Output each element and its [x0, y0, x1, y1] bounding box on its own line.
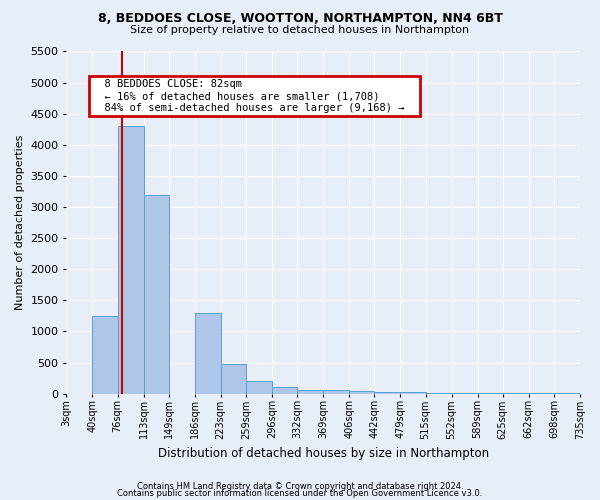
Bar — [272, 387, 297, 394]
Text: Contains HM Land Registry data © Crown copyright and database right 2024.: Contains HM Land Registry data © Crown c… — [137, 482, 463, 491]
Bar — [297, 390, 323, 394]
Bar — [478, 393, 503, 394]
X-axis label: Distribution of detached houses by size in Northampton: Distribution of detached houses by size … — [158, 447, 489, 460]
Text: 8 BEDDOES CLOSE: 82sqm  
  ← 16% of detached houses are smaller (1,708)  
  84% : 8 BEDDOES CLOSE: 82sqm ← 16% of detached… — [92, 80, 417, 112]
Bar — [118, 126, 143, 394]
Text: 8, BEDDOES CLOSE, WOOTTON, NORTHAMPTON, NN4 6BT: 8, BEDDOES CLOSE, WOOTTON, NORTHAMPTON, … — [98, 12, 502, 26]
Bar — [323, 390, 349, 394]
Text: Size of property relative to detached houses in Northampton: Size of property relative to detached ho… — [130, 25, 470, 35]
Bar — [195, 312, 221, 394]
Bar — [143, 194, 169, 394]
Bar — [221, 364, 246, 394]
Text: Contains public sector information licensed under the Open Government Licence v3: Contains public sector information licen… — [118, 489, 482, 498]
Bar — [400, 392, 425, 394]
Bar — [452, 393, 478, 394]
Bar — [425, 392, 452, 394]
Bar — [374, 392, 400, 394]
Bar — [349, 390, 374, 394]
Bar — [92, 316, 118, 394]
Bar — [246, 381, 272, 394]
Y-axis label: Number of detached properties: Number of detached properties — [15, 135, 25, 310]
